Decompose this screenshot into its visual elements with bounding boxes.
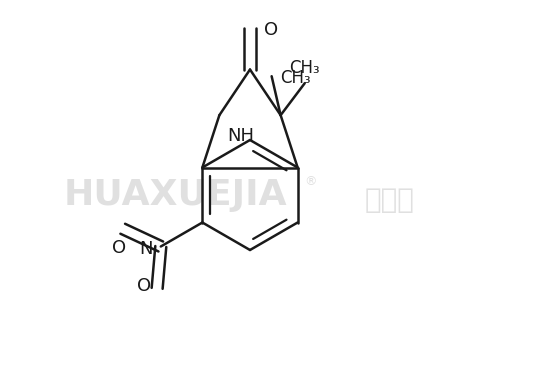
Text: CH₃: CH₃ bbox=[279, 69, 310, 87]
Text: O: O bbox=[264, 20, 278, 38]
Text: ®: ® bbox=[304, 176, 316, 188]
Text: NH: NH bbox=[227, 127, 254, 145]
Text: N: N bbox=[139, 239, 153, 257]
Text: HUAXUEJIA: HUAXUEJIA bbox=[63, 178, 287, 212]
Text: CH₃: CH₃ bbox=[290, 59, 320, 77]
Text: O: O bbox=[137, 277, 151, 295]
Text: O: O bbox=[111, 239, 126, 257]
Text: 化学加: 化学加 bbox=[365, 186, 415, 214]
